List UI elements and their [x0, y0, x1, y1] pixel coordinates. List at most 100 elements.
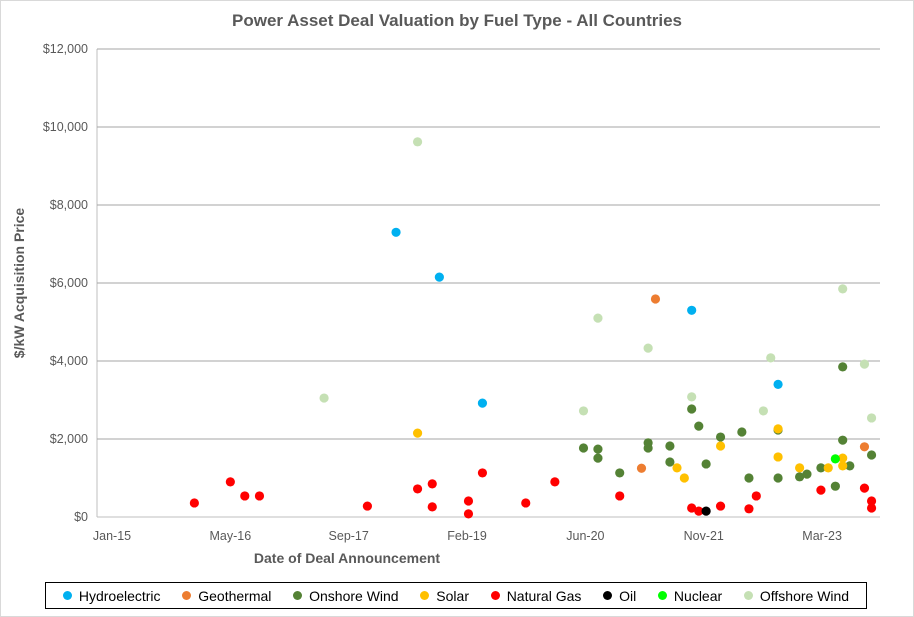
legend-label: Solar: [436, 587, 469, 604]
point-natural-gas: [412, 484, 423, 494]
point-nuclear: [830, 454, 840, 464]
point-onshore-wind: [816, 463, 826, 473]
point-onshore-wind: [744, 473, 754, 483]
point-offshore-wind: [838, 284, 848, 294]
point-onshore-wind: [838, 435, 848, 445]
gridlines: [96, 48, 880, 518]
point-offshore-wind: [643, 343, 653, 353]
point-offshore-wind: [859, 359, 870, 369]
point-onshore-wind: [830, 481, 840, 491]
point-onshore-wind: [643, 443, 653, 453]
x-axis-label: Date of Deal Announcement: [254, 550, 441, 566]
point-onshore-wind: [694, 421, 704, 431]
point-offshore-wind: [578, 406, 589, 416]
y-axis-label: $/kW Acquisition Price: [11, 208, 27, 359]
x-tick-label: May-16: [210, 529, 252, 543]
y-tick-label: $2,000: [50, 432, 88, 446]
point-onshore-wind: [615, 468, 625, 478]
point-natural-gas: [240, 491, 250, 501]
legend-label: Geothermal: [198, 587, 272, 604]
point-offshore-wind: [593, 313, 603, 323]
legend-label: Natural Gas: [506, 587, 582, 604]
point-natural-gas: [687, 503, 697, 513]
point-natural-gas: [362, 501, 372, 511]
point-solar: [838, 453, 848, 463]
x-tick-label: Mar-23: [802, 529, 842, 543]
point-onshore-wind: [715, 432, 726, 442]
series-hydroelectric: [391, 227, 783, 408]
legend-item-onshore-wind: Onshore Wind: [293, 587, 399, 604]
legend-marker-icon: [490, 591, 500, 600]
legend-marker-icon: [603, 591, 613, 600]
point-offshore-wind: [766, 353, 776, 363]
point-hydroelectric: [773, 379, 783, 389]
legend-item-natural-gas: Natural Gas: [490, 587, 582, 604]
y-tick-labels: $0 $2,000 $4,000 $6,000 $8,000 $10,000 $12,000: [43, 42, 88, 524]
point-natural-gas: [463, 496, 474, 506]
y-tick-label: $10,000: [43, 120, 88, 134]
legend-item-solar: Solar: [420, 588, 469, 604]
point-hydroelectric: [434, 272, 444, 282]
x-tick-label: Jan-15: [93, 529, 131, 543]
point-natural-gas: [463, 509, 474, 519]
x-tick-label: Nov-21: [684, 529, 724, 543]
point-natural-gas: [254, 491, 265, 501]
point-solar: [672, 463, 682, 473]
point-natural-gas: [427, 479, 437, 489]
legend-item-hydroelectric: Hydroelectric: [62, 587, 161, 604]
point-natural-gas: [550, 477, 560, 487]
point-onshore-wind: [795, 472, 805, 482]
point-onshore-wind: [845, 461, 855, 471]
data-points: [189, 137, 877, 519]
point-hydroelectric: [687, 305, 697, 315]
y-tick-label: $12,000: [43, 42, 88, 56]
point-onshore-wind: [593, 444, 603, 454]
y-tick-label: $8,000: [50, 198, 88, 212]
point-solar: [773, 452, 783, 462]
point-onshore-wind: [701, 459, 711, 469]
x-tick-label: Jun-20: [566, 529, 604, 543]
legend-marker-icon: [62, 591, 72, 600]
point-offshore-wind: [412, 137, 423, 147]
point-hydroelectric: [391, 227, 401, 237]
point-natural-gas: [521, 498, 531, 508]
legend-item-geothermal: Geothermal: [182, 588, 271, 604]
series-solar: [412, 424, 848, 483]
y-tick-label: $6,000: [50, 276, 88, 290]
legend-label: Onshore Wind: [309, 587, 399, 604]
series-oil: [701, 506, 711, 516]
point-solar: [715, 441, 726, 451]
point-geothermal: [650, 294, 661, 304]
point-offshore-wind: [866, 413, 877, 423]
legend-label: Offshore Wind: [759, 587, 850, 604]
legend-marker-icon: [657, 591, 667, 600]
legend-label: Nuclear: [673, 587, 723, 604]
legend-marker-icon: [182, 591, 192, 600]
legend-marker-icon: [420, 591, 430, 600]
series-onshore-wind: [578, 362, 877, 491]
y-tick-label: $4,000: [50, 354, 88, 368]
point-natural-gas: [859, 483, 870, 493]
legend-label: Oil: [619, 587, 637, 604]
point-solar: [679, 473, 689, 483]
point-onshore-wind: [687, 404, 697, 414]
chart-title: Power Asset Deal Valuation by Fuel Type …: [232, 11, 682, 30]
x-tick-labels: Jan-15 May-16 Sep-17 Feb-19 Jun-20 Nov-21 Mar-…: [93, 529, 842, 543]
point-offshore-wind: [319, 393, 329, 403]
point-onshore-wind: [665, 441, 675, 451]
point-natural-gas: [477, 468, 488, 478]
legend-item-offshore-wind: Offshore Wind: [743, 587, 850, 604]
y-tick-label: $0: [74, 510, 88, 524]
point-solar: [773, 424, 783, 434]
point-natural-gas: [427, 502, 437, 512]
point-onshore-wind: [838, 362, 848, 372]
point-onshore-wind: [593, 453, 603, 463]
point-natural-gas: [694, 506, 704, 516]
legend-marker-icon: [743, 591, 753, 600]
point-natural-gas: [744, 504, 754, 514]
point-offshore-wind: [758, 406, 768, 416]
legend-label: Hydroelectric: [78, 587, 161, 604]
series-nuclear: [830, 454, 840, 464]
legend-marker-icon: [293, 591, 303, 600]
legend-item-nuclear: Nuclear: [657, 587, 723, 604]
